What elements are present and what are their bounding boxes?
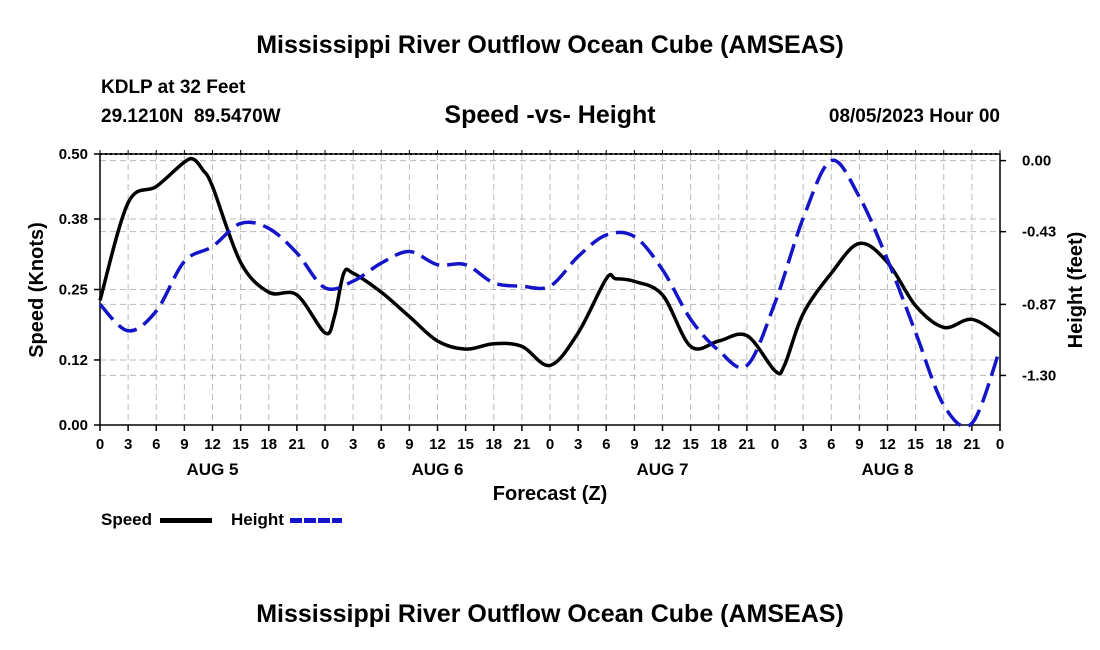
ticks-layer: 0 3 6 9 12 15 18 21 0 3 6 9 12 15 18 21 0 3 6 9 12 15 18 21 0 3 6 9…	[59, 146, 1056, 479]
x-tick-label: 21	[289, 436, 306, 453]
x-tick-label: 3	[349, 436, 357, 453]
x-tick-label: 0	[546, 436, 554, 453]
forecast-date: 08/05/2023 Hour 00	[828, 106, 1000, 127]
chart-title: Mississippi River Outflow Ocean Cube (AM…	[256, 31, 844, 59]
x-tick-label: 12	[654, 436, 671, 453]
x-tick-label: 0	[771, 436, 779, 453]
x-tick-label: 3	[574, 436, 582, 453]
x-tick-label: 0	[321, 436, 329, 453]
y-tick-label: 0.12	[59, 352, 88, 369]
y2-tick-label: 0.00	[1022, 153, 1051, 170]
day-label: AUG 6	[412, 460, 464, 479]
x-tick-label: 15	[907, 436, 924, 453]
day-label: AUG 5	[187, 460, 239, 479]
y2-tick-label: -0.87	[1022, 296, 1056, 313]
x-tick-label: 15	[682, 436, 699, 453]
x-tick-label: 21	[514, 436, 531, 453]
series-layer	[98, 156, 1002, 429]
legend-speed-swatch	[160, 518, 212, 523]
footer-title: Mississippi River Outflow Ocean Cube (AM…	[256, 600, 844, 628]
x-tick-label: 12	[879, 436, 896, 453]
x-tick-label: 9	[630, 436, 638, 453]
grid-layer	[100, 154, 1000, 425]
x-axis-label: Forecast (Z)	[493, 483, 607, 505]
x-tick-label: 12	[204, 436, 221, 453]
y-tick-label: 0.50	[59, 146, 88, 163]
x-tick-label: 3	[799, 436, 807, 453]
height-series-line	[98, 158, 1002, 429]
y-tick-label: 0.38	[59, 211, 88, 228]
x-tick-label: 0	[996, 436, 1004, 453]
x-tick-label: 9	[180, 436, 188, 453]
speed-height-chart: 0 3 6 9 12 15 18 21 0 3 6 9 12 15 18 21 0 3 6 9 12 15 18 21 0 3 6 9…	[26, 146, 1087, 505]
x-tick-label: 9	[855, 436, 863, 453]
legend-height-label: Height	[231, 510, 284, 529]
x-tick-label: 3	[124, 436, 132, 453]
station-label: KDLP at 32 Feet	[101, 77, 246, 98]
lat-lon-label: 29.1210N 89.5470W	[101, 106, 281, 127]
legend-speed-label: Speed	[101, 510, 153, 529]
x-tick-label: 6	[377, 436, 385, 453]
x-tick-label: 18	[935, 436, 952, 453]
x-tick-label: 15	[457, 436, 474, 453]
y2-tick-label: -1.30	[1022, 367, 1056, 384]
day-label: AUG 8	[862, 460, 914, 479]
y2-axis-label: Height (feet)	[1065, 232, 1087, 349]
x-tick-label: 21	[964, 436, 981, 453]
x-tick-label: 15	[232, 436, 249, 453]
x-tick-label: 18	[260, 436, 277, 453]
x-tick-label: 6	[602, 436, 610, 453]
x-tick-label: 9	[405, 436, 413, 453]
speed-series-line	[98, 156, 1001, 376]
legend-height-swatch	[290, 518, 342, 523]
x-tick-label: 18	[485, 436, 502, 453]
x-tick-label: 18	[710, 436, 727, 453]
y-tick-label: 0.00	[59, 417, 88, 434]
y-axis-label: Speed (Knots)	[26, 222, 48, 358]
x-tick-label: 12	[429, 436, 446, 453]
x-tick-label: 21	[739, 436, 756, 453]
y2-tick-label: -0.43	[1022, 224, 1056, 241]
day-label: AUG 7	[637, 460, 689, 479]
x-tick-label: 6	[152, 436, 160, 453]
x-tick-label: 0	[96, 436, 104, 453]
y-tick-label: 0.25	[59, 282, 88, 299]
x-tick-label: 6	[827, 436, 835, 453]
chart-subtitle: Speed -vs- Height	[444, 101, 656, 129]
